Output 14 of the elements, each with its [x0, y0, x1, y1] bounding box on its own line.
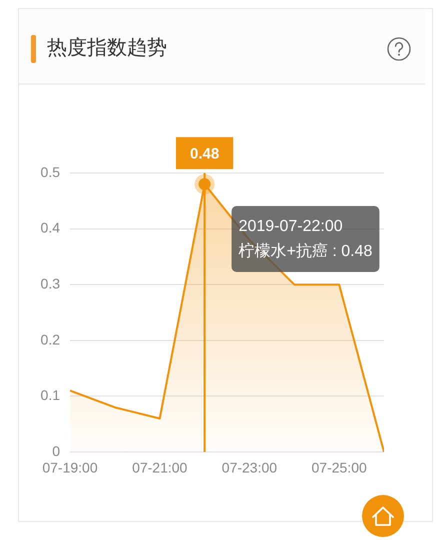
x-tick-label: 07-21:00: [132, 459, 188, 476]
y-tick-label: 0.2: [40, 331, 60, 348]
chart-title: 热度指数趋势: [47, 36, 167, 61]
annotation: 2019-07-22:00: [238, 218, 343, 235]
y-tick-label: 0.5: [40, 164, 60, 180]
y-tick-label: 0.1: [40, 387, 60, 404]
y-tick-label: 0.3: [40, 275, 60, 292]
y-tick-label: 0.4: [40, 220, 60, 236]
annotation: 柠檬水+抗癌 : 0.48: [238, 242, 372, 260]
data-label: 0.48: [190, 145, 220, 162]
x-tick-label: 07-23:00: [222, 459, 278, 476]
x-tick-label: 07-25:00: [312, 459, 367, 476]
x-tick-label: 07-19:00: [42, 459, 98, 476]
y-tick-label: 0: [52, 442, 60, 459]
